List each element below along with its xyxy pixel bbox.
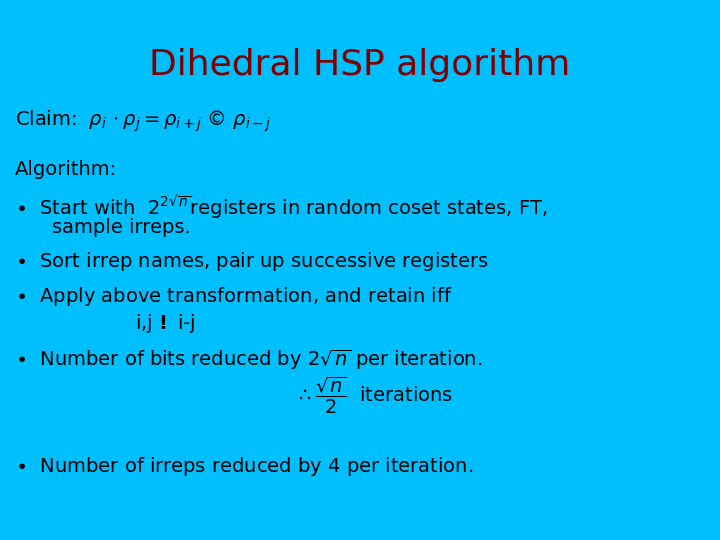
Text: $\bullet$  Number of irreps reduced by 4 per iteration.: $\bullet$ Number of irreps reduced by 4 …	[15, 455, 473, 478]
Text: $\bullet$  Sort irrep names, pair up successive registers: $\bullet$ Sort irrep names, pair up succ…	[15, 250, 489, 273]
Text: $\bullet$  Start with  $2^{2\sqrt{n}}$registers in random coset states, FT,: $\bullet$ Start with $2^{2\sqrt{n}}$regi…	[15, 193, 548, 221]
Text: i,j $\mathbf{!}$ i-j: i,j $\mathbf{!}$ i-j	[135, 312, 195, 335]
Text: $\therefore\dfrac{\sqrt{n}}{2}$  iterations: $\therefore\dfrac{\sqrt{n}}{2}$ iteratio…	[295, 375, 453, 416]
Text: sample irreps.: sample irreps.	[52, 218, 191, 237]
Text: Dihedral HSP algorithm: Dihedral HSP algorithm	[149, 48, 571, 82]
Text: $\bullet$  Number of bits reduced by $2\sqrt{n}$ per iteration.: $\bullet$ Number of bits reduced by $2\s…	[15, 348, 482, 372]
Text: Claim:  $\rho_i\,\cdot\rho_j = \rho_{i+j}\ \copyright\ \rho_{i-j}$: Claim: $\rho_i\,\cdot\rho_j = \rho_{i+j}…	[15, 108, 271, 133]
Text: Algorithm:: Algorithm:	[15, 160, 117, 179]
Text: $\bullet$  Apply above transformation, and retain iff: $\bullet$ Apply above transformation, an…	[15, 285, 453, 308]
